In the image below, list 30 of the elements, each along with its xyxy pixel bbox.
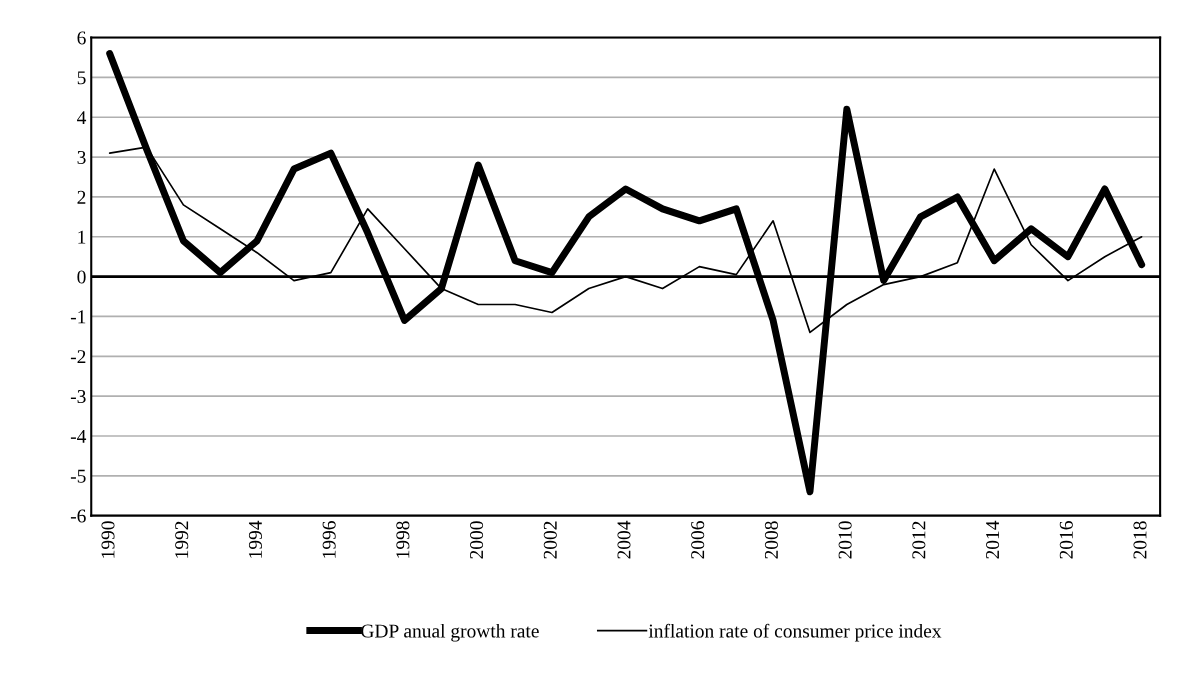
- x-tick-label: 1998: [396, 521, 410, 558]
- x-tick-label: 2012: [912, 521, 926, 559]
- x-tick-label: 2018: [1133, 521, 1147, 559]
- y-tick-label: -1: [70, 310, 86, 324]
- x-tick-label: 2006: [691, 521, 705, 559]
- x-tick-label: 1992: [175, 521, 189, 558]
- y-tick-label: -2: [70, 350, 86, 364]
- y-tick-label: 0: [77, 270, 86, 284]
- x-tick-label: 2004: [617, 520, 631, 559]
- y-tick-label: 6: [77, 31, 86, 45]
- x-tick-label: 2010: [838, 521, 852, 559]
- legend-label: inflation rate of consumer price index: [648, 623, 942, 642]
- x-tick-label: 2016: [1059, 521, 1073, 559]
- legend-label: GDP anual growth rate: [361, 623, 539, 642]
- x-tick-label: 2002: [543, 521, 557, 559]
- x-tick-label: 1990: [101, 521, 115, 558]
- y-tick-label: 1: [78, 230, 86, 244]
- y-tick-label: -3: [70, 390, 86, 404]
- y-tick-label: -4: [70, 429, 87, 443]
- y-tick-label: 4: [77, 111, 87, 124]
- x-tick-label: 1994: [248, 520, 262, 558]
- x-tick-label: 2014: [986, 520, 1000, 559]
- y-tick-label: 3: [77, 150, 86, 165]
- y-tick-label: -5: [70, 469, 86, 483]
- y-tick-label: -6: [70, 509, 86, 523]
- y-tick-label: 2: [77, 190, 86, 204]
- x-tick-label: 1996: [322, 521, 336, 558]
- y-tick-label: 5: [77, 71, 86, 85]
- x-tick-label: 2000: [469, 521, 484, 559]
- x-tick-label: 2008: [764, 521, 778, 559]
